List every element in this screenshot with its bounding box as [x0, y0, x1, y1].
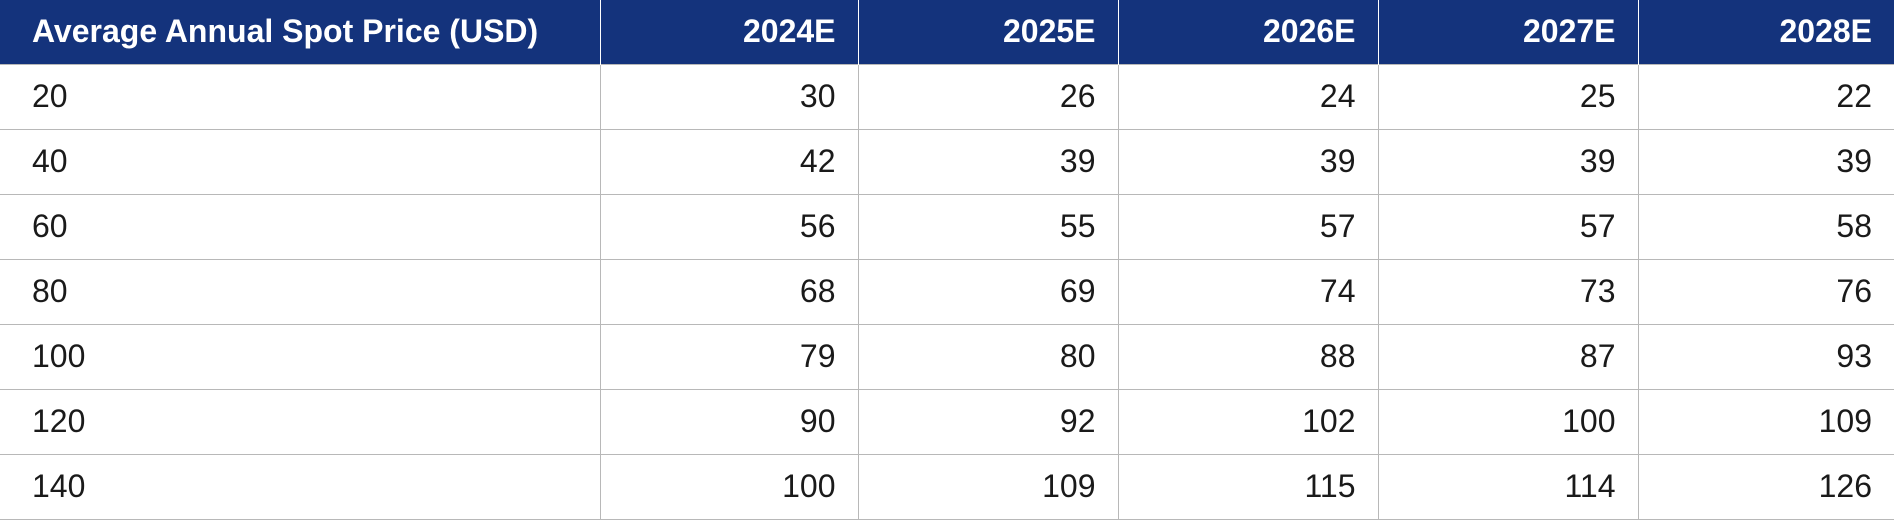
column-header-2028e: 2028E [1637, 0, 1894, 64]
row-spot-price-cell: 120 [0, 388, 600, 454]
column-header-2026e: 2026E [1117, 0, 1378, 64]
table-cell: 126 [1637, 453, 1894, 520]
column-header-2027e: 2027E [1377, 0, 1638, 64]
row-spot-price-cell: 140 [0, 453, 600, 520]
table-cell: 76 [1637, 258, 1894, 324]
table-cell: 26 [857, 63, 1118, 129]
table-cell: 100 [599, 453, 858, 520]
table-cell: 39 [857, 128, 1118, 194]
table-cell: 42 [599, 128, 858, 194]
table-body: 20 30 26 24 25 22 40 42 39 39 39 39 60 5… [0, 63, 1894, 520]
table-cell: 69 [857, 258, 1118, 324]
row-spot-price-cell: 40 [0, 128, 600, 194]
row-spot-price-cell: 100 [0, 323, 600, 389]
table-cell: 25 [1377, 63, 1638, 129]
table-cell: 88 [1117, 323, 1378, 389]
table-row: 80 68 69 74 73 76 [0, 258, 1894, 324]
table-cell: 58 [1637, 193, 1894, 259]
table-cell: 90 [599, 388, 858, 454]
table-cell: 73 [1377, 258, 1638, 324]
table-cell: 114 [1377, 453, 1638, 520]
header-row: Average Annual Spot Price (USD) 2024E 20… [0, 0, 1894, 64]
table-cell: 57 [1117, 193, 1378, 259]
table-row: 120 90 92 102 100 109 [0, 388, 1894, 454]
row-spot-price-cell: 60 [0, 193, 600, 259]
table-cell: 100 [1377, 388, 1638, 454]
table-cell: 93 [1637, 323, 1894, 389]
table-cell: 87 [1377, 323, 1638, 389]
table-cell: 57 [1377, 193, 1638, 259]
table-cell: 30 [599, 63, 858, 129]
table-cell: 92 [857, 388, 1118, 454]
column-header-spot-price: Average Annual Spot Price (USD) [32, 13, 539, 50]
table-cell: 24 [1117, 63, 1378, 129]
table-cell: 55 [857, 193, 1118, 259]
table-header: Average Annual Spot Price (USD) 2024E 20… [0, 0, 1894, 64]
table-row: 140 100 109 115 114 126 [0, 453, 1894, 520]
table-cell: 102 [1117, 388, 1378, 454]
table-cell: 74 [1117, 258, 1378, 324]
table-cell: 115 [1117, 453, 1378, 520]
table-cell: 22 [1637, 63, 1894, 129]
column-header-2025e: 2025E [857, 0, 1118, 64]
table-row: 60 56 55 57 57 58 [0, 193, 1894, 259]
table-cell: 39 [1637, 128, 1894, 194]
column-header-2024e: 2024E [599, 0, 858, 64]
table-row: 40 42 39 39 39 39 [0, 128, 1894, 194]
table-cell: 109 [1637, 388, 1894, 454]
row-spot-price-cell: 20 [0, 63, 600, 129]
table-row: 100 79 80 88 87 93 [0, 323, 1894, 389]
table-cell: 109 [857, 453, 1118, 520]
table-cell: 79 [599, 323, 858, 389]
table-row: 20 30 26 24 25 22 [0, 63, 1894, 129]
table-cell: 56 [599, 193, 858, 259]
table-cell: 80 [857, 323, 1118, 389]
table-cell: 39 [1377, 128, 1638, 194]
table-cell: 39 [1117, 128, 1378, 194]
table-cell: 68 [599, 258, 858, 324]
row-spot-price-cell: 80 [0, 258, 600, 324]
